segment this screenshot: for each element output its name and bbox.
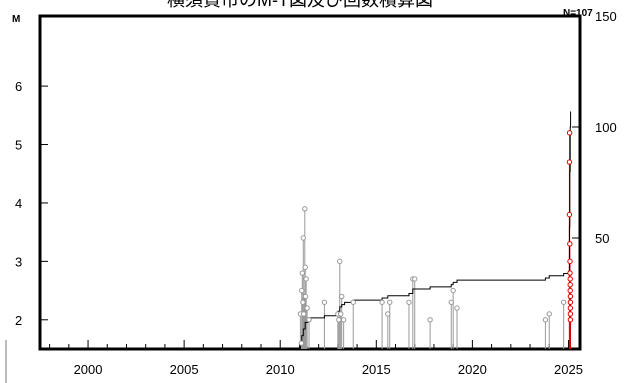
x-tick-label: 2025 xyxy=(554,362,583,377)
x-tick-label: 2015 xyxy=(362,362,391,377)
event-point xyxy=(567,299,574,305)
axis-ticks xyxy=(40,15,580,349)
x-tick-label: 2005 xyxy=(170,362,199,377)
event-point xyxy=(338,311,344,317)
event-point xyxy=(300,235,306,241)
event-point xyxy=(350,299,356,305)
plot-frame xyxy=(38,14,582,351)
event-point xyxy=(454,305,460,311)
event-point xyxy=(304,305,310,311)
left-tick-label: 2 xyxy=(15,313,22,328)
event-point xyxy=(567,287,573,294)
event-point xyxy=(299,287,305,294)
event-point xyxy=(567,258,573,265)
left-tick-label: 3 xyxy=(15,254,22,269)
event-point xyxy=(306,317,312,323)
event-count-label: N=107 xyxy=(563,8,593,19)
event-point xyxy=(567,305,574,311)
right-tick-label: 100 xyxy=(595,120,617,135)
event-point xyxy=(567,282,573,288)
event-point xyxy=(339,293,345,300)
left-axis-label: M xyxy=(12,14,20,25)
event-point xyxy=(300,311,307,317)
event-point xyxy=(406,299,412,305)
right-tick-label: 150 xyxy=(595,9,617,24)
event-point xyxy=(340,317,347,323)
left-tick-label: 6 xyxy=(15,79,22,94)
event-point xyxy=(412,276,418,282)
event-point xyxy=(379,299,385,305)
event-point xyxy=(321,299,328,305)
event-point xyxy=(450,287,456,294)
event-point xyxy=(300,299,306,305)
event-point xyxy=(567,241,573,247)
left-tick-label: 5 xyxy=(15,138,22,153)
x-tick-label: 2010 xyxy=(266,362,295,377)
event-point xyxy=(567,293,574,300)
event-point xyxy=(567,270,573,276)
event-point xyxy=(385,311,391,317)
event-point xyxy=(299,270,306,276)
x-tick-label: 2020 xyxy=(458,362,487,377)
event-point xyxy=(542,317,549,323)
event-point xyxy=(427,317,433,323)
event-point xyxy=(567,276,573,282)
x-tick-label: 2000 xyxy=(74,362,103,377)
chart-title: 横須賀市のM-T図及び回数積算図 xyxy=(167,0,433,10)
event-point xyxy=(566,159,573,165)
event-point xyxy=(387,299,393,305)
event-point xyxy=(566,130,573,136)
event-point xyxy=(298,340,305,346)
event-point xyxy=(302,264,308,270)
event-point xyxy=(303,276,309,282)
right-tick-label: 50 xyxy=(595,231,609,246)
event-point xyxy=(566,211,573,218)
event-point xyxy=(448,299,454,305)
event-point xyxy=(567,311,574,317)
event-point xyxy=(546,311,552,317)
event-point xyxy=(567,317,574,323)
event-points xyxy=(297,130,574,346)
event-point xyxy=(337,258,343,265)
event-point xyxy=(302,293,309,300)
left-tick-label: 4 xyxy=(15,196,22,211)
event-point xyxy=(336,317,342,323)
event-point xyxy=(560,299,567,305)
tick-labels: 2000 2005 2010 2015 2020 2025 2 3 4 5 6 50 100 150 xyxy=(15,9,617,377)
event-point xyxy=(302,206,308,212)
